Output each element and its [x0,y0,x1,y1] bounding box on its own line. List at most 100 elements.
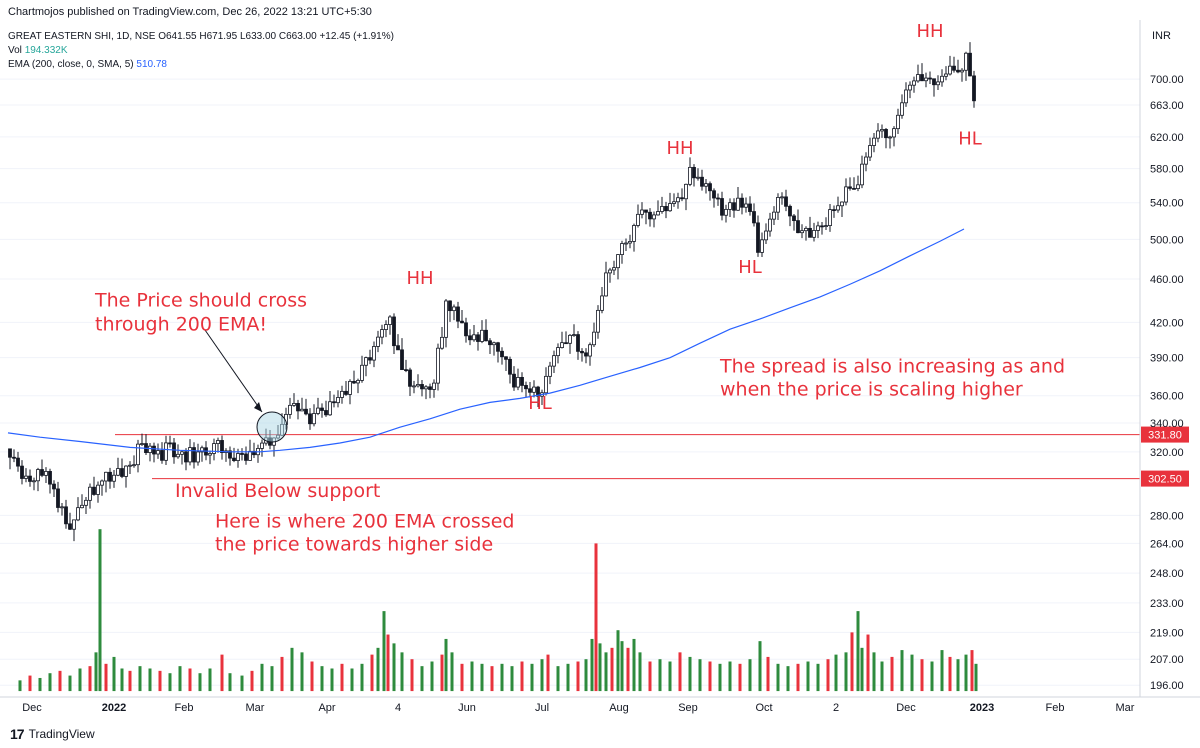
candle-body [596,309,600,333]
volume-bar [616,630,620,692]
candle-body [376,336,380,347]
price-axis[interactable]: 700.00 663.00 620.00 580.00 540.00 500.00 460.… [1139,20,1184,697]
candle-body [120,468,124,477]
candle-body [128,464,132,467]
volume-bar [148,668,152,692]
candle-body [892,128,896,138]
candle-body [532,386,536,393]
candle-body [684,183,688,200]
candle-body [332,401,336,404]
candle-body [108,471,112,482]
volume-bar [450,652,454,692]
volume-bar [910,654,914,692]
candle-body [616,254,620,269]
volume-bar [850,632,854,692]
volume-bar [546,654,550,692]
candle-body [732,202,736,211]
volume-bar [940,650,944,692]
candle-body [220,440,224,453]
volume-bar [678,652,682,692]
candle-body [612,267,616,271]
candle-body [584,352,588,357]
candle-body [848,186,852,189]
candle-body [704,183,708,187]
candle-body [716,197,720,200]
volume-bar [648,661,652,692]
candle-body [740,197,744,208]
candle-body [424,386,428,390]
volume-bar [320,666,324,692]
candle-body [148,445,152,454]
candle-body [404,369,408,372]
candle-body [536,386,540,397]
symbol-line: GREAT EASTERN SHI, 1D, NSE O641.55 H671.… [8,31,394,42]
candle-body [568,334,572,344]
volume-label: Vol [8,45,22,56]
candle-body [348,380,352,395]
candle-body [16,457,20,467]
time-tick-label: 2022 [102,702,126,714]
candle-body [44,471,48,476]
price-tick-label: 196.00 [1150,680,1184,692]
volume-bar [920,659,924,692]
candle-body [648,211,652,220]
candle-body [664,206,668,212]
candle-body [216,440,220,444]
volume-bar [510,666,514,692]
candle-body [876,130,880,139]
volume-bar [688,656,692,692]
annotation-text: through 200 EMA! [95,313,267,335]
candle-body [632,225,636,242]
arrow-line [204,329,263,413]
price-tick-label: 700.00 [1150,74,1184,86]
candle-body [420,384,424,390]
candle-body [688,166,692,185]
volume-bar [584,659,588,692]
price-tick-label: 540.00 [1150,198,1184,210]
candle-body [364,357,368,366]
volume-bar [964,654,968,692]
candle-body [160,450,164,461]
candle-body [756,222,760,253]
candle-body [372,346,376,361]
tradingview-brand[interactable]: 17 TradingView [10,726,95,742]
volume-bars [18,529,978,692]
candle-body [444,300,448,338]
candle-body [932,78,936,86]
candle-body [912,80,916,86]
volume-bar [470,661,474,692]
candle-body [964,52,968,71]
candle-body [356,380,360,384]
volume-bar [872,652,876,692]
price-tick-label: 248.00 [1150,568,1184,580]
volume-bar [576,661,580,692]
annotation-text: the price towards higher side [215,534,493,556]
volume-bar [94,652,98,692]
candle-body [516,377,520,388]
candle-body [132,464,136,467]
candle-body [916,74,920,82]
volume-bar [856,611,860,692]
chart-legend: GREAT EASTERN SHI, 1D, NSE O641.55 H671.… [8,30,394,72]
time-axis[interactable]: Dec 2022 Feb Mar Apr 4 Jun Jul Aug Sep Oct 2 Dec 2023… [0,696,1200,714]
pivot-label: HL [958,129,982,150]
volume-bar [738,663,742,692]
candle-body [844,186,848,203]
volume-bar [198,673,202,692]
ema-line [7,228,965,453]
pivot-label: HL [738,257,762,278]
volume-legend: Vol 194.332K [8,44,394,58]
candle-body [564,342,568,345]
candle-body [676,197,680,203]
candle-body [392,316,396,347]
time-tick-label: Oct [755,702,772,714]
candle-body [24,475,28,479]
candle-body [40,469,44,476]
price-tick-label: 390.00 [1150,353,1184,365]
volume-bar [520,661,524,692]
candle-body [344,390,348,395]
candle-body [856,184,860,190]
candle-body [140,443,144,445]
candle-body [428,386,432,390]
